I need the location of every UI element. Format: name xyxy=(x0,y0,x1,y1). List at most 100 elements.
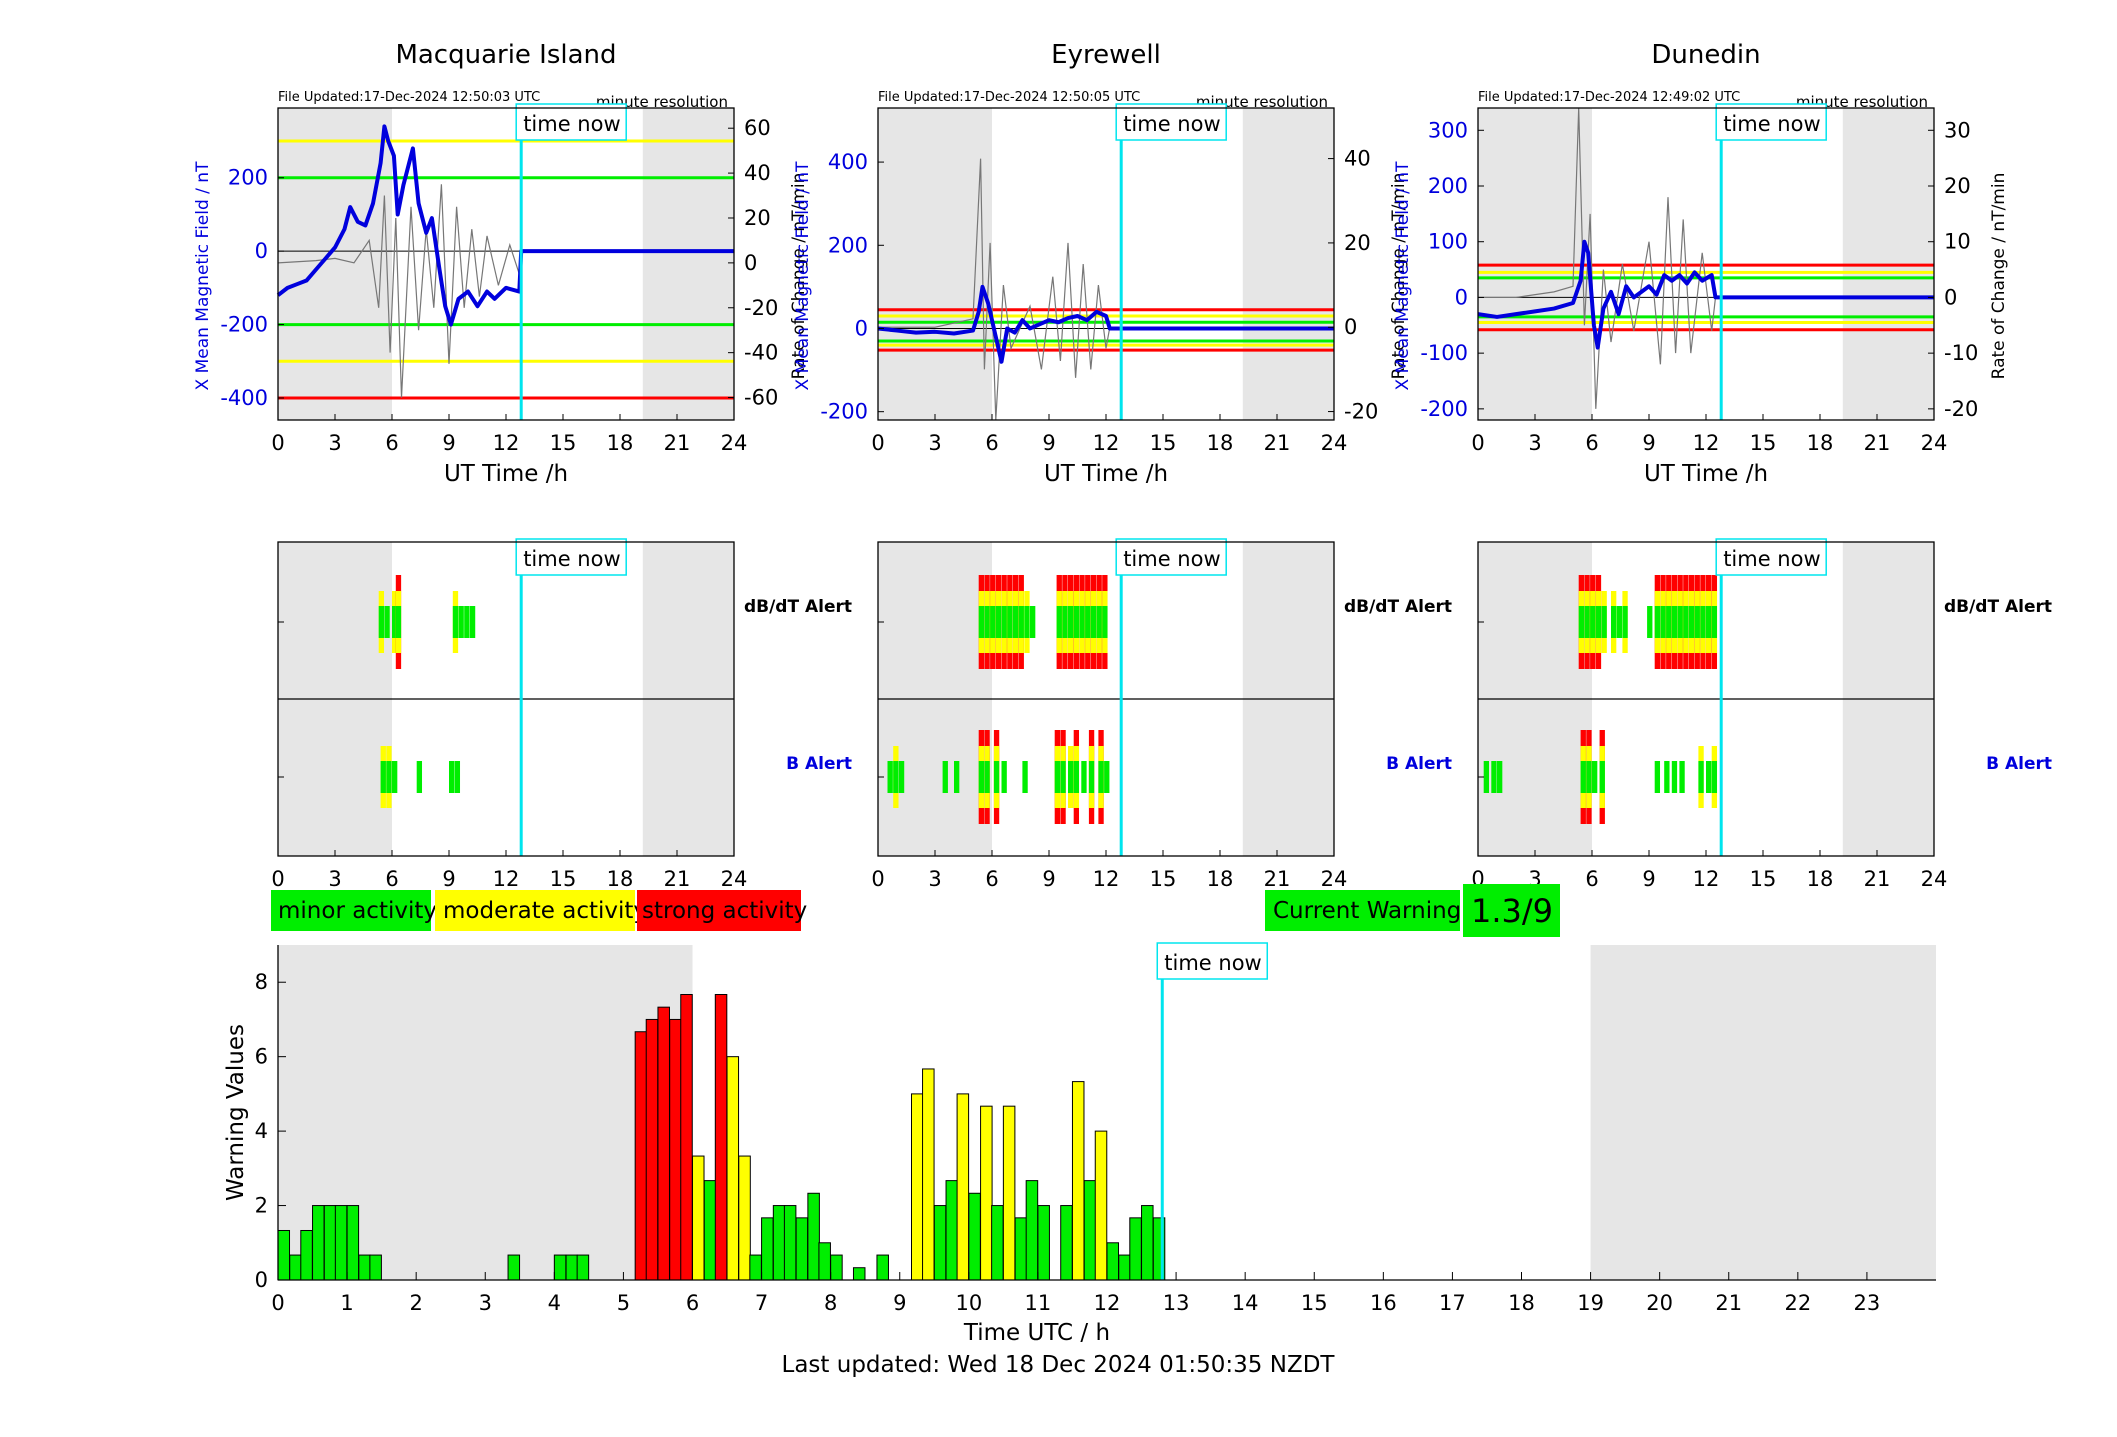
x-tick-label: 24 xyxy=(1921,431,1948,455)
dbdt-alert-block-core xyxy=(978,606,985,638)
warning-bar xyxy=(991,1205,1004,1281)
left-axis-label: X Mean Magnetic Field / nT xyxy=(1393,161,1413,391)
y-tick-label: 6 xyxy=(255,1045,268,1069)
warning-bar xyxy=(1118,1254,1131,1281)
station-field-panels: Macquarie Island File Updated:17-Dec-2024… xyxy=(193,40,2009,487)
warning-bar xyxy=(1037,1205,1050,1281)
b-alert-block-core xyxy=(1586,761,1592,793)
time-now-box xyxy=(1156,942,1269,980)
right-tick-label: 0 xyxy=(1344,315,1357,339)
x-tick-label: 8 xyxy=(824,1291,837,1315)
dbdt-alert-block-core xyxy=(1654,606,1661,638)
x-tick-label: 15 xyxy=(1750,867,1777,891)
warning-bar xyxy=(703,1180,717,1281)
dbdt-alert-block-core xyxy=(1700,606,1706,638)
legend-minor-label: minor activity xyxy=(278,898,437,924)
warning-bar xyxy=(1129,1217,1142,1281)
time-now-box xyxy=(1715,103,1827,141)
warning-bar xyxy=(669,1018,682,1281)
x-tick-label: 12 xyxy=(1094,1291,1121,1315)
x-tick-label: 11 xyxy=(1025,1291,1052,1315)
dbdt-alert-block-outer xyxy=(1647,606,1653,638)
right-tick-label: 20 xyxy=(744,206,771,230)
dbdt-alert-block-outer xyxy=(1616,606,1623,638)
b-alert-block-outer xyxy=(887,761,893,793)
right-tick-label: 40 xyxy=(1344,147,1371,171)
warning-bar xyxy=(645,1018,659,1281)
left-axis-label: X Mean Magnetic Field / nT xyxy=(193,161,213,391)
warning-bar xyxy=(576,1254,590,1281)
left-tick-label: 100 xyxy=(1428,230,1468,254)
b-alert-block-outer xyxy=(454,761,461,793)
time-now-label: time now xyxy=(523,547,620,571)
left-tick-label: 200 xyxy=(1428,174,1468,198)
x-tick-label: 23 xyxy=(1854,1291,1881,1315)
warning-bar xyxy=(795,1217,809,1281)
x-tick-label: 6 xyxy=(385,867,398,891)
x-tick-label: 21 xyxy=(1864,431,1891,455)
field-trace xyxy=(1477,239,1934,350)
x-axis-label: UT Time /h xyxy=(444,461,568,487)
x-tick-label: 12 xyxy=(493,867,520,891)
x-tick-label: 24 xyxy=(1921,867,1948,891)
right-tick-label: 10 xyxy=(1944,230,1971,254)
b-alert-block-outer xyxy=(1001,761,1007,793)
b-alert-block-outer xyxy=(1664,761,1670,793)
x-tick-label: 12 xyxy=(1693,867,1720,891)
x-tick-label: 12 xyxy=(1693,431,1720,455)
legend-moderate-swatch xyxy=(435,890,635,931)
warning-bar xyxy=(956,1093,970,1281)
right-tick-label: 0 xyxy=(1944,285,1957,309)
warning-bar xyxy=(1083,1180,1097,1281)
dbdt-alert-block-mid xyxy=(1601,606,1607,638)
warning-bar xyxy=(553,1254,567,1281)
left-tick-label: 0 xyxy=(855,316,868,340)
warning-bar xyxy=(852,1267,866,1281)
x-tick-label: 16 xyxy=(1370,1291,1397,1315)
b-alert-block-outer xyxy=(898,761,905,793)
x-tick-label: 3 xyxy=(928,431,941,455)
b-alert-block-core xyxy=(978,761,985,793)
x-tick-label: 24 xyxy=(1321,867,1348,891)
dbdt-alert-block-core xyxy=(1711,606,1718,638)
b-alert-block-mid xyxy=(1068,761,1074,793)
b-alert-block-outer xyxy=(1022,761,1028,793)
dbdt-alert-block-core xyxy=(1706,606,1712,638)
x-tick-label: 9 xyxy=(1042,867,1055,891)
left-tick-label: 400 xyxy=(828,150,868,174)
x-tick-label: 5 xyxy=(617,1291,630,1315)
b-alert-label: B Alert xyxy=(786,754,852,774)
legend-strong-swatch xyxy=(637,890,801,931)
dbdt-alert-block-mid xyxy=(1611,606,1617,638)
dbdt-alert-block-core xyxy=(1694,606,1700,638)
dbdt-alert-block-core xyxy=(1090,606,1097,638)
warning-bar xyxy=(945,1180,959,1281)
x-axis-label: UT Time /h xyxy=(1644,461,1768,487)
x-tick-label: 3 xyxy=(328,431,341,455)
x-tick-label: 22 xyxy=(1784,1291,1811,1315)
x-tick-label: 18 xyxy=(607,867,634,891)
x-tick-label: 6 xyxy=(686,1291,699,1315)
file-updated: File Updated:17-Dec-2024 12:50:03 UTC xyxy=(278,90,540,105)
x-tick-label: 24 xyxy=(1321,431,1348,455)
rate-of-change-trace xyxy=(878,158,1111,421)
b-alert-block-core xyxy=(1098,761,1104,793)
b-alert-block-mid xyxy=(1698,761,1704,793)
dbdt-alert-block-core xyxy=(1660,606,1666,638)
b-alert-block-core xyxy=(1599,761,1605,793)
dbdt-alert-block-mid xyxy=(1024,606,1030,638)
dbdt-alert-block-core xyxy=(1683,606,1689,638)
x-tick-label: 9 xyxy=(442,867,455,891)
dbdt-alert-block-outer xyxy=(469,606,476,638)
current-warning-label: Current Warning: xyxy=(1273,898,1469,924)
station-panel-2: Dunedin File Updated:17-Dec-2024 12:49:02… xyxy=(1393,40,2009,487)
dbdt-alert-block-core xyxy=(1688,606,1695,638)
left-tick-label: -200 xyxy=(820,400,868,424)
x-tick-label: 7 xyxy=(755,1291,768,1315)
b-alert-block-core xyxy=(1580,761,1586,793)
right-tick-label: -20 xyxy=(1344,400,1378,424)
b-alert-block-mid xyxy=(386,761,392,793)
b-alert-block-core xyxy=(1054,761,1061,793)
left-tick-label: -400 xyxy=(220,386,268,410)
